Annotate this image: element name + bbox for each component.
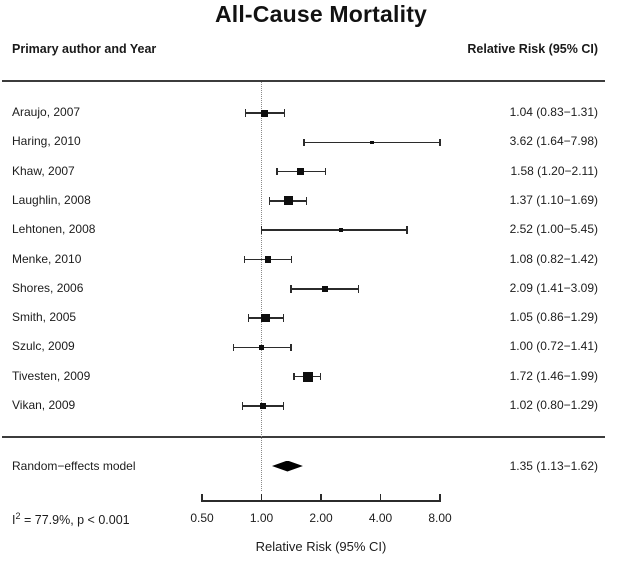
ci-cap-right (290, 343, 292, 352)
x-axis-tick (320, 494, 322, 501)
study-label: Menke, 2010 (12, 251, 82, 266)
ci-cap-left (276, 167, 278, 176)
study-label: Shores, 2006 (12, 280, 84, 295)
column-header-relative-risk: Relative Risk (95% CI) (467, 42, 598, 56)
x-axis-tick (201, 494, 203, 501)
ci-cap-right (357, 285, 360, 293)
point-estimate-box (303, 371, 314, 382)
study-value: 1.58 (1.20−2.11) (510, 163, 598, 178)
point-estimate-box (321, 285, 329, 293)
heterogeneity-rest: = 77.9%, p < 0.001 (20, 513, 130, 528)
point-estimate-box (264, 256, 272, 263)
x-axis-label: Relative Risk (95% CI) (255, 539, 387, 554)
header-divider (2, 80, 605, 82)
ci-cap-left (293, 372, 295, 381)
heterogeneity-superscript: 2 (15, 511, 21, 521)
study-label: Laughlin, 2008 (12, 192, 91, 207)
ci-cap-right (438, 138, 441, 147)
point-estimate-box (260, 403, 267, 409)
ci-cap-left (268, 197, 271, 205)
summary-diamond (271, 460, 303, 472)
ci-cap-left (232, 343, 235, 352)
ci-cap-right (324, 167, 327, 176)
x-axis-tick (379, 494, 382, 501)
study-value: 1.72 (1.46−1.99) (509, 368, 598, 383)
reference-line (261, 82, 262, 491)
study-label: Vikan, 2009 (12, 398, 76, 412)
study-value: 2.09 (1.41−3.09) (509, 280, 598, 295)
study-label: Szulc, 2009 (12, 339, 75, 354)
study-label: Tivesten, 2009 (12, 368, 91, 383)
study-value: 2.52 (1.00−5.45) (509, 222, 598, 237)
point-estimate-box (339, 228, 343, 232)
ci-cap-right (406, 226, 408, 234)
study-label: Lehtonen, 2008 (12, 222, 96, 237)
ci-cap-right (282, 402, 285, 410)
point-estimate-box (259, 344, 264, 350)
ci-cap-right (282, 314, 285, 322)
point-estimate-box (297, 168, 305, 176)
study-value: 1.02 (0.80−1.29) (509, 398, 598, 412)
study-value: 1.08 (0.82−1.42) (509, 251, 598, 266)
summary-model-label: Random−effects model (12, 459, 136, 473)
column-header-author: Primary author and Year (12, 42, 157, 56)
study-label: Haring, 2010 (12, 134, 81, 149)
x-tick-label: 0.50 (190, 511, 214, 525)
heterogeneity-base: I (12, 513, 16, 528)
ci-cap-left (241, 402, 244, 410)
ci-line (261, 229, 408, 231)
ci-cap-left (290, 285, 292, 293)
x-axis-tick (260, 494, 263, 501)
ci-cap-right (305, 197, 308, 205)
ci-cap-right (290, 255, 293, 264)
study-value: 1.05 (0.86−1.29) (509, 310, 598, 325)
point-estimate-box (261, 313, 270, 323)
x-axis-tick (439, 494, 441, 501)
ci-cap-left (303, 138, 305, 147)
summary-model-value: 1.35 (1.13−1.62) (509, 459, 598, 473)
summary-divider (2, 436, 605, 438)
ci-cap-left (247, 314, 250, 322)
x-tick-label: 2.00 (309, 511, 333, 525)
ci-cap-left (243, 255, 246, 264)
ci-cap-left (244, 109, 247, 117)
ci-cap-left (260, 226, 263, 234)
point-estimate-box (370, 140, 374, 145)
study-label: Smith, 2005 (12, 310, 77, 325)
x-tick-label: 1.00 (249, 511, 274, 525)
point-estimate-box (284, 196, 294, 206)
study-label: Araujo, 2007 (12, 105, 81, 119)
study-value: 3.62 (1.64−7.98) (509, 134, 598, 149)
study-label: Khaw, 2007 (12, 163, 75, 178)
ci-cap-right (283, 109, 286, 117)
ci-cap-right (319, 372, 322, 381)
x-tick-label: 8.00 (428, 511, 452, 525)
study-value: 1.37 (1.10−1.69) (509, 192, 598, 207)
chart-title: All-Cause Mortality (214, 1, 428, 27)
heterogeneity-stat: I2 = 77.9%, p < 0.001 (12, 511, 130, 527)
study-value: 1.00 (0.72−1.41) (509, 339, 598, 354)
x-tick-label: 4.00 (368, 511, 393, 525)
study-value: 1.04 (0.83−1.31) (509, 105, 598, 119)
point-estimate-box (261, 109, 269, 117)
